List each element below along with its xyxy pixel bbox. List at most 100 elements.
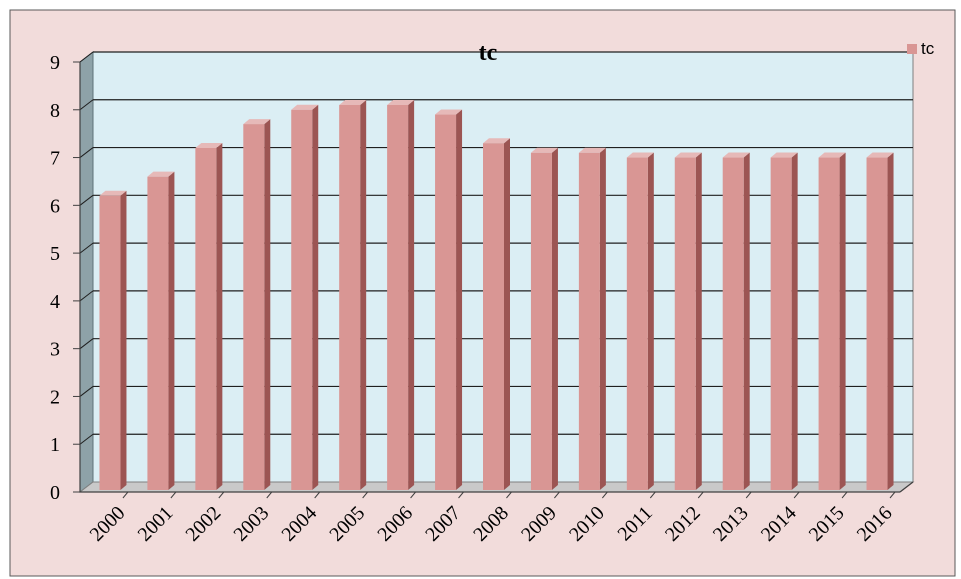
bar-front [770,157,792,491]
y-tick-label: 0 [50,482,60,504]
bar-front [99,195,121,490]
y-tick-label: 7 [50,148,60,170]
x-tick-mark [266,491,273,499]
bar-front [387,105,409,490]
bar [435,109,463,491]
bar-side [264,119,271,490]
gridline-side [79,433,94,445]
bar-side [887,152,894,491]
bar [339,100,367,490]
x-tick-mark [601,491,608,499]
bar-front [195,148,217,490]
chart-title: tc [479,40,498,66]
legend-swatch [907,44,917,54]
plot-side-wall [79,50,94,494]
bar-front [722,157,744,491]
bar-top [483,138,510,144]
bar [578,147,606,490]
bar-top [818,152,846,158]
bar-side [647,152,654,491]
bar-top [387,100,415,105]
bar-front [435,114,457,491]
bar [722,152,750,491]
bar-front [866,157,888,491]
legend: tc [907,39,935,58]
bar [626,152,654,491]
x-axis-depth [899,481,914,493]
bar-side [839,152,846,491]
x-tick-mark [218,491,225,499]
bar [99,190,127,490]
bar-side [360,100,367,490]
gridline-side [79,338,94,350]
bar-top [195,143,223,148]
x-tick-mark [122,491,129,499]
x-tick-mark [745,491,752,499]
bar-top [147,171,175,177]
bar-side [551,147,558,490]
bar-front [626,157,648,491]
gridline-side [79,147,94,158]
x-tick-mark [506,491,512,499]
legend-label: tc [921,39,935,58]
bar-side [791,152,798,491]
y-tick-labels: 0 1 2 3 4 5 6 7 8 9 [50,52,60,504]
x-tick-mark [170,491,177,499]
gridline-side [79,51,94,63]
bar-top [530,147,558,153]
y-tick-label: 9 [50,52,60,74]
gridline-side [79,290,94,302]
bar-side [504,138,510,490]
bar-top [674,152,702,158]
bar [866,152,894,491]
bar-front [483,143,504,490]
bar-side [312,104,319,491]
bar-top [99,190,127,196]
bars [99,100,894,491]
bar-front [339,105,361,490]
bar-top [435,109,463,115]
bar-top [722,152,750,158]
x-tick-mark [554,491,560,499]
bar-side [695,152,702,491]
bar-front [818,157,840,491]
x-tick-mark [649,491,656,499]
x-tick-mark [410,491,416,499]
bar-top [578,147,606,153]
bar [818,152,846,491]
bar [530,147,558,490]
bar-front [530,152,552,490]
gridline-side [79,99,94,111]
y-tick-label: 6 [50,195,60,217]
bar [483,138,510,490]
bar [195,143,223,490]
y-tick-label: 4 [50,291,60,313]
x-tick-mark [697,491,704,499]
y-tick-label: 2 [50,386,60,408]
bar-front [147,176,169,490]
y-tick-label: 1 [50,434,60,456]
gridline-side [79,386,94,397]
gridline-side [79,242,94,254]
y-tick-label: 8 [50,100,60,122]
bar-side [599,147,606,490]
bar [291,104,319,491]
bar-side [408,100,415,490]
bar-side [168,171,175,490]
bar-top [770,152,798,158]
bar-top [291,104,319,110]
y-tick-label: 5 [50,243,60,265]
bar-front [243,124,265,490]
x-tick-mark [362,491,369,499]
bar-top [339,100,367,105]
bar-side [120,190,127,490]
bar-side [743,152,750,491]
y-tick-label: 3 [50,339,60,361]
x-tick-mark [793,491,800,499]
x-tick-mark [314,491,321,499]
bar-top [626,152,654,158]
bar [770,152,798,491]
axes [73,61,914,499]
bar-side [456,109,463,491]
bar [387,100,415,490]
